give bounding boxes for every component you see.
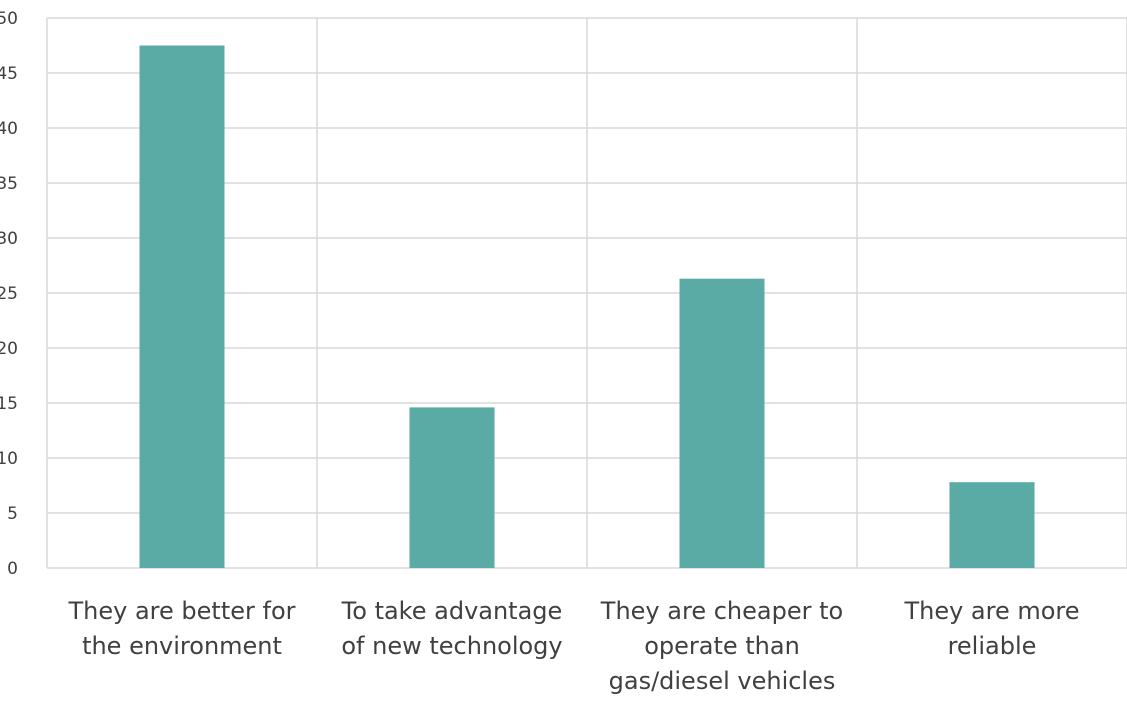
y-tick-label: 30 <box>0 229 18 249</box>
grid <box>46 17 1127 569</box>
bar <box>139 45 225 568</box>
y-tick-label: 10 <box>0 449 18 469</box>
y-tick-label: 0 <box>7 559 18 579</box>
y-tick-label: 50 <box>0 9 18 29</box>
y-tick-label: 5 <box>7 504 18 524</box>
bars <box>139 45 1035 568</box>
x-category-label: They are better for the environment <box>68 597 296 660</box>
y-tick-label: 20 <box>0 339 18 359</box>
x-category-label: They are more reliable <box>903 597 1079 660</box>
x-axis-categories: They are better for the environment To tak… <box>68 597 1080 695</box>
y-tick-label: 40 <box>0 119 18 139</box>
y-tick-label: 35 <box>0 174 18 194</box>
x-category-label: To take advantage of new technology <box>341 597 563 660</box>
y-axis-ticks: 0 5 10 15 20 25 30 35 40 45 50 <box>0 9 18 579</box>
bar <box>409 407 495 568</box>
x-category-label: They are cheaper to operate than gas/diese… <box>600 597 843 695</box>
bar <box>949 482 1035 568</box>
y-tick-label: 15 <box>0 394 18 414</box>
bar <box>679 278 765 568</box>
y-tick-label: 45 <box>0 64 18 84</box>
y-tick-label: 25 <box>0 284 18 304</box>
